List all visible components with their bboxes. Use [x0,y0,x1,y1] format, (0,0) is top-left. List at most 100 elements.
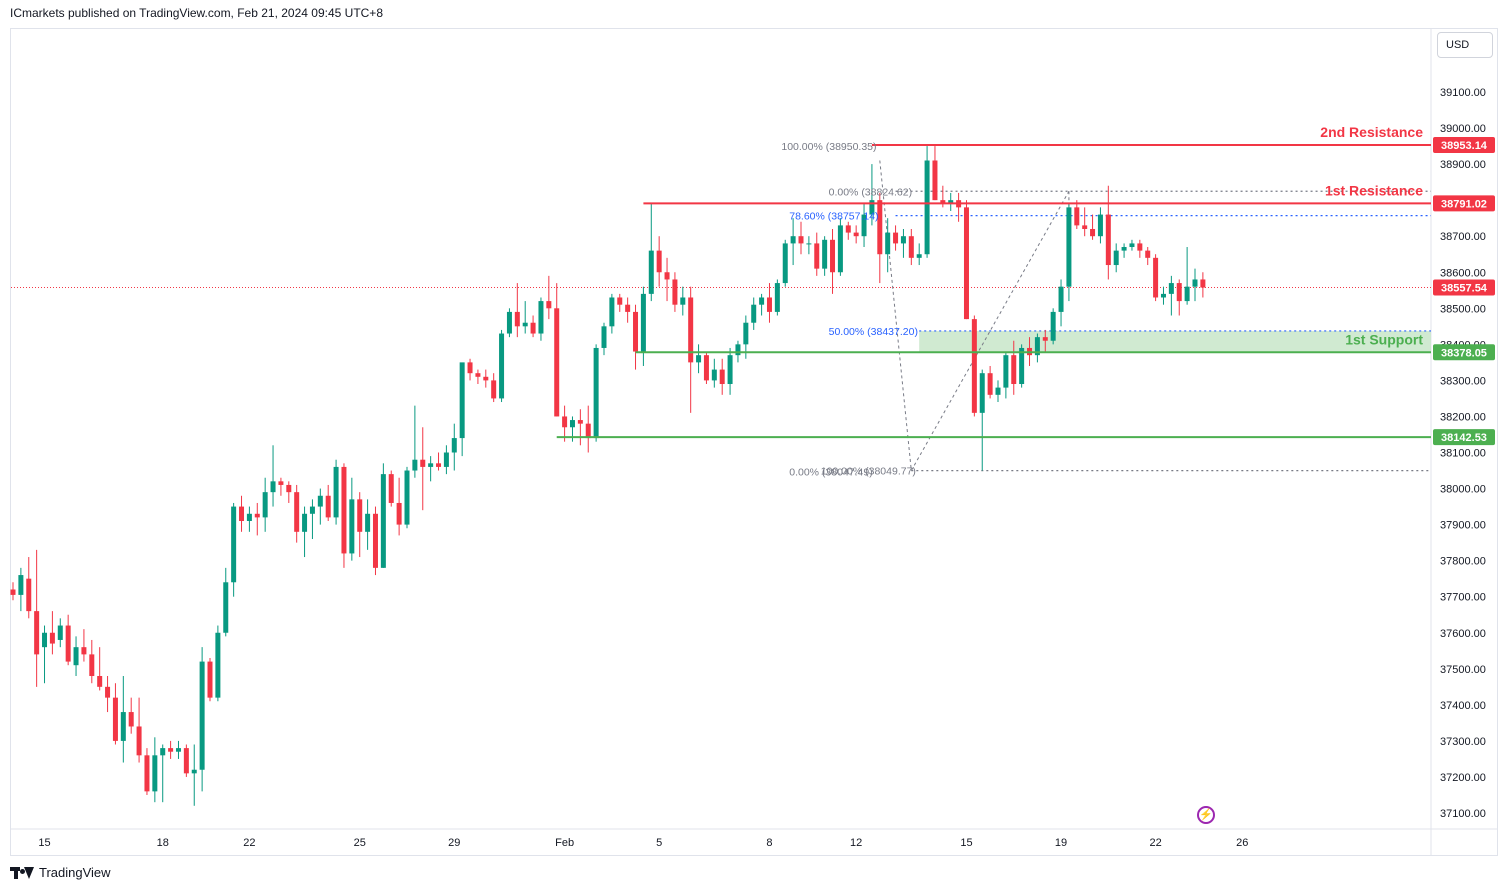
candle-body [916,254,922,258]
candle-body [191,769,197,774]
candle-body [924,160,930,255]
candle-body [593,347,599,439]
candle-body [317,495,323,507]
x-tick-label: 18 [157,837,169,849]
fib-label: 0.00% (38824.62) [829,186,912,198]
candle-body [286,484,292,493]
candle-body [294,492,300,532]
candle-body [333,466,339,518]
price-label-box [1433,279,1495,296]
y-tick-label: 37900.00 [1440,520,1486,532]
candle-body [577,420,583,424]
candle-body [1050,311,1056,341]
currency-selector[interactable]: USD [1437,32,1493,58]
candle-body [168,748,174,752]
candle-body [995,387,1001,395]
candle-body [65,625,71,662]
candle-body [751,304,757,323]
candle-body [759,297,765,305]
candle-body [979,373,985,413]
y-tick-label: 37400.00 [1440,700,1486,712]
fib-label: 100.00% (38049.77) [821,466,916,478]
candle-body [491,380,497,399]
price-label-box [1433,136,1495,153]
candle-body [743,322,749,345]
x-tick-label: 15 [38,837,50,849]
candle-body [814,243,820,269]
candle-body [853,232,859,237]
candle-body [932,160,938,201]
candle-body [89,654,95,677]
candle-body [1003,355,1009,388]
candle-body [1160,293,1166,298]
candle-body [278,481,284,485]
candle-body [57,625,63,640]
y-tick-label: 38900.00 [1440,159,1486,171]
y-tick-label: 38600.00 [1440,267,1486,279]
candle-body [412,459,418,471]
level-label: 2nd Resistance [1320,124,1423,140]
x-tick-label: 25 [354,837,366,849]
candle-body [1184,286,1190,302]
candle-body [506,311,512,334]
y-tick-label: 37200.00 [1440,772,1486,784]
candle-body [940,200,946,204]
candle-body [428,463,434,467]
y-tick-label: 38100.00 [1440,448,1486,460]
candle-body [514,311,520,327]
y-tick-label: 37700.00 [1440,592,1486,604]
price-label-box [1433,429,1495,446]
y-tick-label: 37600.00 [1440,628,1486,640]
candle-body [128,712,134,727]
y-tick-label: 37800.00 [1440,556,1486,568]
candle-body [719,369,725,385]
candle-body [1019,347,1025,385]
candle-body [688,297,694,363]
candle-body [766,297,772,312]
x-tick-label: Feb [555,837,574,849]
x-tick-label: 19 [1055,837,1067,849]
candle-body [703,355,709,381]
candle-body [246,513,252,521]
footer-brand: TradingView [10,865,111,880]
candle-body [1145,250,1151,258]
candle-body [790,236,796,244]
fib-trend-line [879,160,912,471]
candle-body [1176,283,1182,302]
candle-body [215,632,221,698]
candle-body [885,232,891,255]
candle-body [136,726,142,756]
candle-body [302,513,308,532]
candle-body [1105,214,1111,266]
candle-body [656,250,662,273]
candle-body [877,200,883,255]
support-zone [919,330,1431,353]
price-label-box [1433,195,1495,212]
candle-body [861,214,867,237]
candle-body [617,297,623,305]
x-tick-label: 8 [766,837,772,849]
candle-body [223,582,229,633]
candle-body [325,495,331,518]
price-label: 38557.54 [1441,283,1488,295]
candle-body [672,279,678,305]
candle-body [1192,279,1198,287]
candle-body [81,647,87,655]
y-tick-label: 38200.00 [1440,411,1486,423]
candle-body [1168,283,1174,294]
candle-body [183,748,189,774]
candle-body [254,513,260,518]
lightning-icon[interactable]: ⚡ [1197,806,1215,824]
candle-body [451,438,457,453]
chart-frame[interactable] [10,28,1498,856]
candle-body [341,466,347,554]
candle-body [1121,247,1127,251]
candle-body [396,502,402,525]
candle-body [1074,207,1080,226]
candle-body [120,712,126,741]
candle-body [1011,355,1017,385]
candle-body [987,373,993,395]
candle-body [664,272,670,280]
candle-body [475,373,481,377]
